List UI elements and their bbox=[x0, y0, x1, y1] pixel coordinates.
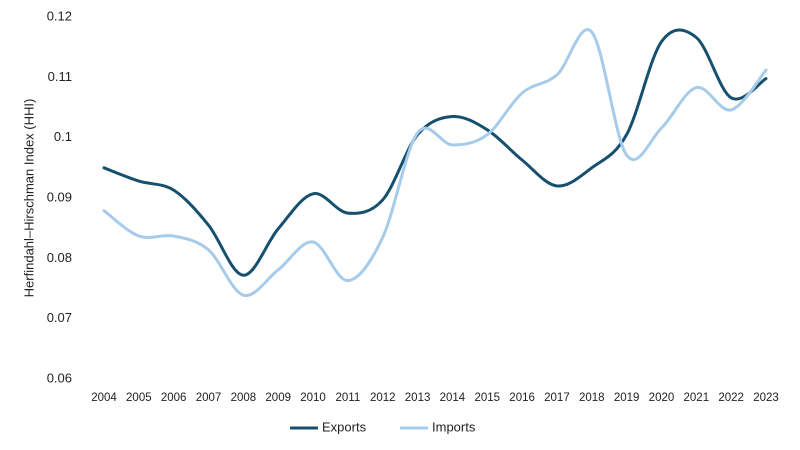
y-tick-label: 0.12 bbox=[47, 8, 72, 23]
x-tick-label: 2018 bbox=[579, 392, 605, 404]
x-tick-label: 2016 bbox=[509, 392, 535, 404]
x-tick-label: 2007 bbox=[196, 392, 222, 404]
x-tick-label: 2021 bbox=[684, 392, 710, 404]
x-tick-label: 2013 bbox=[405, 392, 431, 404]
y-tick-label: 0.11 bbox=[48, 69, 72, 84]
y-tick-label: 0.09 bbox=[47, 189, 72, 204]
y-axis-label: Herfindahl–Hirschman Index (HHI) bbox=[21, 99, 36, 298]
y-tick-label: 0.07 bbox=[47, 310, 72, 325]
x-tick-label: 2012 bbox=[370, 392, 396, 404]
x-tick-label: 2004 bbox=[91, 392, 117, 404]
series-line bbox=[102, 28, 768, 297]
x-tick-label: 2014 bbox=[440, 392, 466, 404]
y-tick-label: 0.1 bbox=[54, 129, 72, 144]
y-tick-label: 0.08 bbox=[47, 250, 72, 265]
x-tick-label: 2011 bbox=[336, 392, 361, 404]
x-tick-label: 2019 bbox=[614, 392, 640, 404]
x-tick-label: 2022 bbox=[718, 392, 744, 404]
x-tick-label: 2020 bbox=[649, 392, 675, 404]
x-tick-label: 2023 bbox=[753, 392, 779, 404]
x-tick-label: 2008 bbox=[231, 392, 257, 404]
legend-label: Imports bbox=[432, 419, 476, 434]
x-tick-label: 2006 bbox=[161, 392, 187, 404]
x-tick-label: 2010 bbox=[300, 392, 326, 404]
x-tick-label: 2017 bbox=[544, 392, 570, 404]
x-tick-label: 2005 bbox=[126, 392, 152, 404]
series-line bbox=[102, 28, 768, 277]
x-tick-label: 2009 bbox=[265, 392, 291, 404]
y-tick-label: 0.06 bbox=[47, 370, 72, 385]
legend-label: Exports bbox=[322, 419, 367, 434]
x-tick-label: 2015 bbox=[474, 392, 500, 404]
